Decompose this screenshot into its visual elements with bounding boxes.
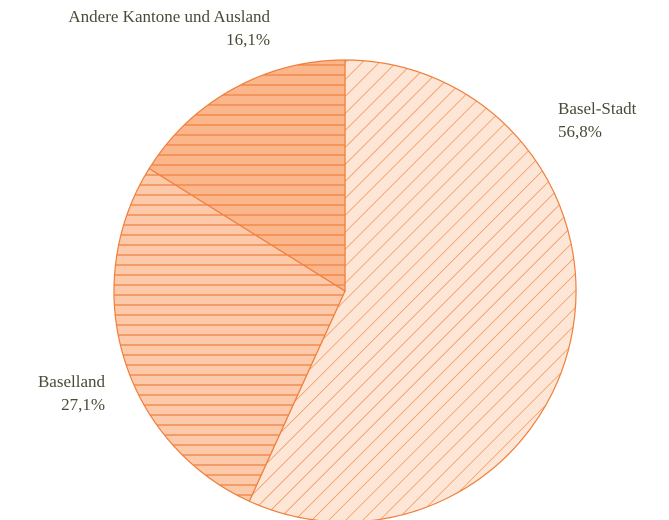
pie-slice — [148, 59, 346, 293]
pie — [113, 59, 577, 520]
slice-value-label: 27,1% — [61, 395, 105, 414]
slice-label: Basel-Stadt — [558, 99, 637, 118]
slice-value-label: 56,8% — [558, 122, 602, 141]
pie-slice — [113, 167, 346, 503]
pie-slice — [248, 59, 577, 520]
slice-label: Baselland — [38, 372, 106, 391]
slice-label: Andere Kantone und Ausland — [68, 7, 270, 26]
slice-value-label: 16,1% — [226, 30, 270, 49]
labels: Basel-Stadt 56,8% Baselland 27,1% Andere Kan… — [38, 7, 637, 414]
